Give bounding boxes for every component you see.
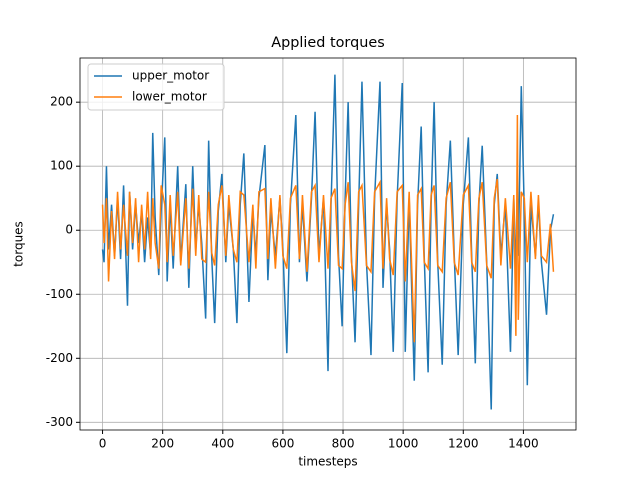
chart-title: Applied torques <box>271 35 384 51</box>
y-tick-label: 0 <box>65 223 73 237</box>
x-tick-label: 200 <box>151 437 174 451</box>
x-tick-label: 1000 <box>388 437 419 451</box>
y-tick-label: 200 <box>50 95 73 109</box>
legend-label: upper_motor <box>132 69 209 83</box>
y-axis-label: torques <box>12 221 26 267</box>
x-tick-label: 1200 <box>448 437 479 451</box>
y-tick-label: -100 <box>46 287 73 301</box>
x-tick-label: 800 <box>332 437 355 451</box>
x-axis-label: timesteps <box>298 455 357 469</box>
x-tick-label: 400 <box>211 437 234 451</box>
y-tick-label: -300 <box>46 415 73 429</box>
y-tick-label: -200 <box>46 351 73 365</box>
y-tick-label: 100 <box>50 159 73 173</box>
plot-frame <box>79 57 577 431</box>
series-line <box>101 114 555 343</box>
x-tick-label: 600 <box>271 437 294 451</box>
legend-label: lower_motor <box>132 90 207 104</box>
x-tick-label: 0 <box>99 437 107 451</box>
x-tick-label: 1400 <box>508 437 539 451</box>
